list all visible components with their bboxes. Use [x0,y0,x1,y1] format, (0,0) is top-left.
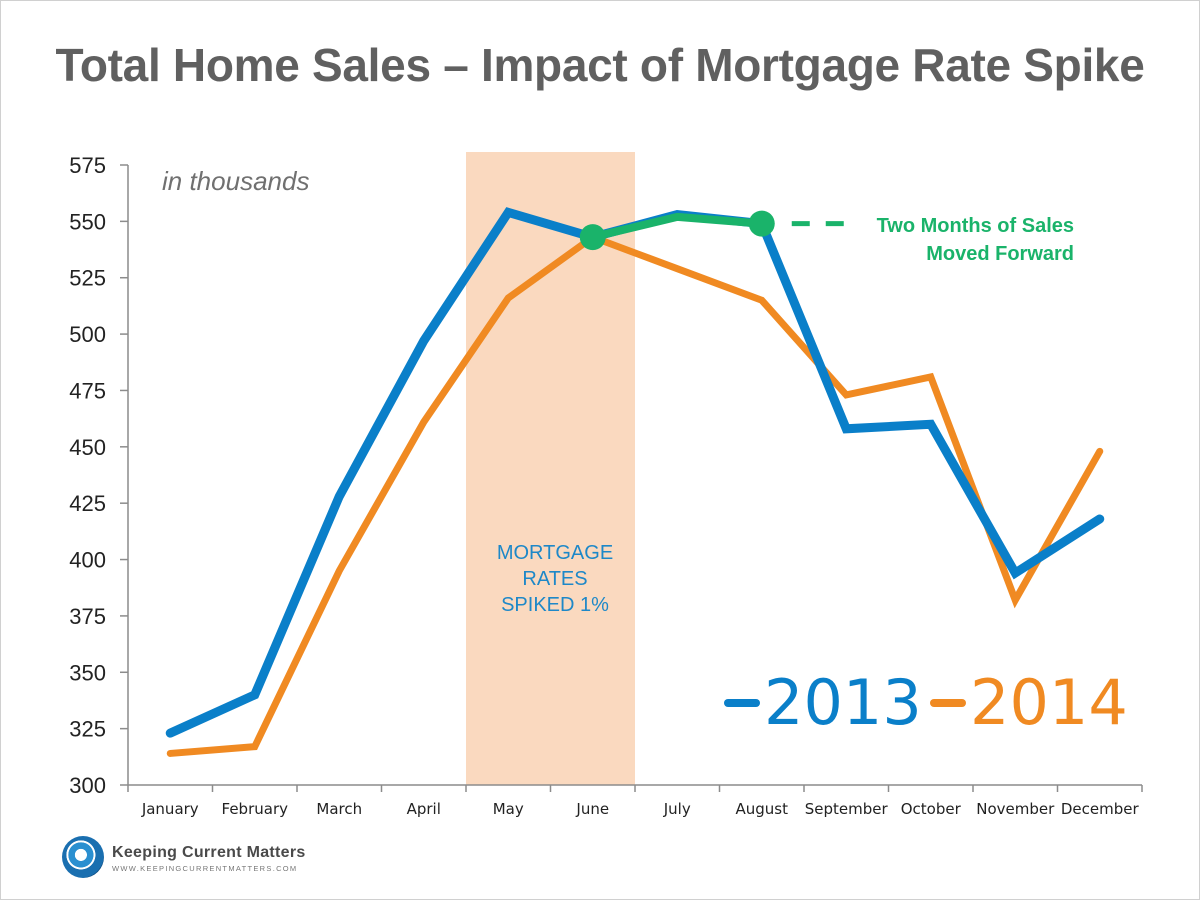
logo-url: WWW.KEEPINGCURRENTMATTERS.COM [112,864,298,873]
x-tick-label: July [663,800,691,818]
chart-title: Total Home Sales – Impact of Mortgage Ra… [55,39,1145,91]
shaded-label-line: SPIKED 1% [501,594,609,616]
y-tick-label: 475 [69,378,106,403]
shaded-region [466,152,635,785]
y-tick-label: 450 [69,435,106,460]
y-tick-label: 425 [69,491,106,516]
legend-label-2013: 2013 [764,666,922,739]
x-tick-label: August [736,800,789,818]
y-tick-label: 550 [69,209,106,234]
y-tick-label: 500 [69,322,106,347]
x-tick-label: March [316,800,362,818]
series-line-2014 [166,233,1104,757]
x-tick-label: February [222,800,289,818]
x-tick-label: September [805,800,889,818]
annotation-line: Moved Forward [926,243,1074,265]
annotation-line: Two Months of Sales [876,215,1074,237]
legend-label-2014: 2014 [970,666,1128,739]
highlight-line [591,212,763,242]
x-tick-label: April [407,800,441,818]
x-tick-label: November [976,800,1055,818]
shaded-label-line: RATES [522,568,588,590]
shaded-label-line: MORTGAGE [496,542,614,564]
y-tick-label: 525 [69,266,106,291]
legend-swatch-2014 [930,699,966,707]
shaded-region-label: MORTGAGE RATES SPIKED 1% [470,540,640,618]
highlight-point-start [579,224,606,251]
y-tick-label: 325 [69,717,106,742]
x-tick-label: January [141,800,199,818]
legend-item-2014: 2014 [930,668,1128,738]
legend-item-2013: 2013 [724,668,922,738]
y-tick-label: 400 [69,548,106,573]
x-tick-label: December [1061,800,1140,818]
y-tick-label: 350 [69,660,106,685]
y-tick-label: 300 [69,773,106,798]
company-logo: Keeping Current Matters WWW.KEEPINGCURRE… [62,836,362,882]
x-tick-label: May [493,800,524,818]
chart-legend: 2013 2014 [724,668,1144,738]
swirl-logo-icon [62,836,104,878]
y-tick-label: 375 [69,604,106,629]
legend-swatch-2013 [724,699,760,707]
x-tick-label: October [901,800,962,818]
units-note: in thousands [162,166,310,196]
y-tick-label: 575 [69,153,106,178]
logo-name: Keeping Current Matters [112,844,306,861]
forward-sales-annotation: Two Months of Sales Moved Forward [846,212,1074,268]
highlight-point-end [748,210,775,237]
x-tick-label: June [575,800,609,818]
